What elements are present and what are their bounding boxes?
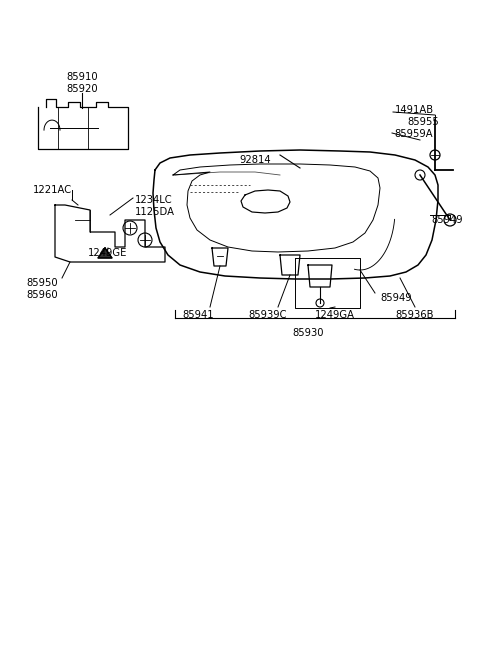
Polygon shape — [98, 248, 112, 258]
Text: 1125DA: 1125DA — [135, 207, 175, 217]
Text: 1221AC: 1221AC — [33, 185, 72, 195]
Text: 92814: 92814 — [239, 155, 271, 165]
Text: 85959A: 85959A — [394, 129, 432, 139]
Text: 85910: 85910 — [66, 72, 98, 82]
Text: 85941: 85941 — [182, 310, 214, 320]
Text: 85936B: 85936B — [396, 310, 434, 320]
Text: 85939C: 85939C — [249, 310, 287, 320]
Text: 85950: 85950 — [26, 278, 58, 288]
Text: 85949: 85949 — [431, 215, 463, 225]
Text: 85955: 85955 — [407, 117, 439, 127]
Text: 1491AB: 1491AB — [395, 105, 434, 115]
Text: 85949: 85949 — [380, 293, 412, 303]
Text: 85920: 85920 — [66, 84, 98, 94]
Text: 1249GE: 1249GE — [88, 248, 128, 258]
Text: 85960: 85960 — [26, 290, 58, 300]
Text: 1234LC: 1234LC — [135, 195, 173, 205]
Text: 1249GA: 1249GA — [315, 310, 355, 320]
Text: 85930: 85930 — [292, 328, 324, 338]
